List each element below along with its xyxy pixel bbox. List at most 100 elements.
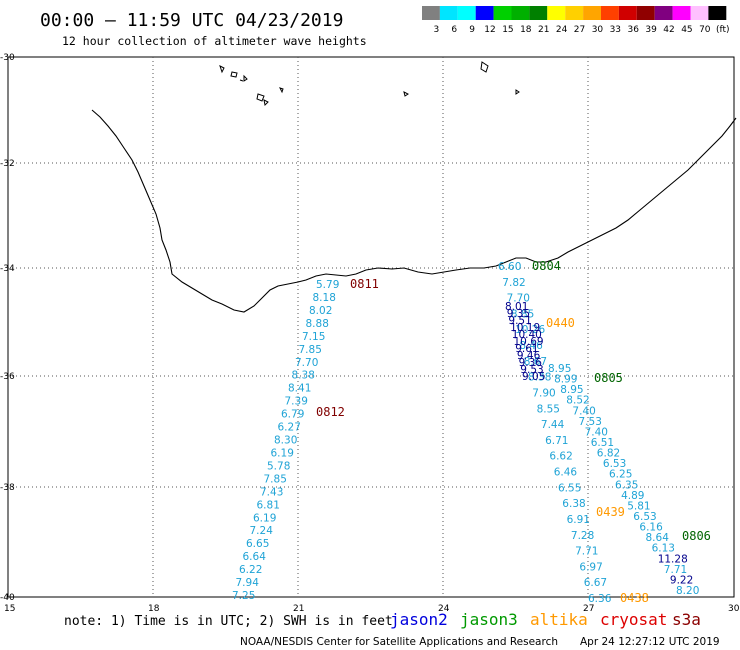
color-scale-swatch xyxy=(565,6,584,20)
track-west-value: 6.19 xyxy=(271,448,294,460)
color-scale-label: 27 xyxy=(574,25,585,35)
lon-label: 24 xyxy=(438,604,450,614)
map-title: 00:00 – 11:59 UTC 04/23/2019 xyxy=(40,10,343,31)
track-c-value: 9.22 xyxy=(670,574,693,586)
lat-label: -32 xyxy=(0,159,15,169)
color-scale-label: 45 xyxy=(681,25,692,35)
track-c-value: 8.20 xyxy=(676,585,699,597)
footer-credit: NOAA/NESDIS Center for Satellite Applica… xyxy=(240,636,558,648)
lon-label: 18 xyxy=(148,604,160,614)
track-west-value: 6.64 xyxy=(243,551,267,563)
track-west-value: 7.24 xyxy=(250,525,274,537)
track-c-value: 7.71 xyxy=(664,564,687,576)
track-west-value: 7.39 xyxy=(285,396,308,408)
track-c-value: 11.28 xyxy=(658,553,688,565)
color-scale-swatch xyxy=(690,6,709,20)
satellite-legend: jason2 jason3 altika cryosat s3a xyxy=(390,610,701,629)
track-c-value: 5.81 xyxy=(627,500,650,512)
track-west-value: 7.94 xyxy=(236,577,260,589)
track-west-value: 8.30 xyxy=(274,435,297,447)
color-scale-label: 42 xyxy=(663,25,674,35)
grid-lines xyxy=(8,57,734,597)
track-c-value: 6.35 xyxy=(615,479,638,491)
track-a-value: 7.71 xyxy=(575,546,598,558)
track-west-value: 8.02 xyxy=(309,305,332,317)
track-a-value: 7.28 xyxy=(571,530,594,542)
track-b-value: 9.05 xyxy=(522,371,545,383)
time-label-0812: 0812 xyxy=(316,405,345,419)
track-a-value: 7.82 xyxy=(502,277,525,289)
track-c-value: 6.53 xyxy=(633,511,656,523)
color-scale-swatch xyxy=(529,6,548,20)
track-west-value: 7.15 xyxy=(302,331,325,343)
color-scale-swatch xyxy=(475,6,494,20)
track-a-value: 8.55 xyxy=(537,403,560,415)
track-c-value: 7.40 xyxy=(585,426,608,438)
track-c-value: 6.51 xyxy=(591,437,614,449)
color-scale-swatch xyxy=(636,6,655,20)
time-label-0811: 0811 xyxy=(350,277,379,291)
color-scale-label: 9 xyxy=(469,25,475,35)
track-a-value: 8.67 xyxy=(524,356,547,368)
track-b-value: 9.53 xyxy=(520,364,543,376)
track-a-value: 6.60 xyxy=(498,261,521,273)
color-scale-label: 70 xyxy=(699,25,711,35)
color-scale-label: 30 xyxy=(592,25,604,35)
track-a-value: 10.26 xyxy=(515,324,545,336)
color-scale-swatch xyxy=(654,6,673,20)
track-b-value: 9.35 xyxy=(507,308,530,320)
color-scale-label: 24 xyxy=(556,25,568,35)
legend-jason3: jason3 xyxy=(460,610,518,629)
color-scale-label: 18 xyxy=(520,25,532,35)
track-west-value: 5.79 xyxy=(316,279,339,291)
legend-cryosat: cryosat xyxy=(600,610,667,629)
track-b-value: 9.36 xyxy=(519,357,543,369)
color-scale-label: 39 xyxy=(645,25,657,35)
track-a-value: 6.55 xyxy=(558,482,581,494)
track-c-value: 6.16 xyxy=(639,522,663,534)
color-scale-swatch xyxy=(618,6,637,20)
lat-label: -30 xyxy=(0,53,15,63)
lon-label: 30 xyxy=(728,604,740,614)
track-west-value: 6.65 xyxy=(246,538,269,550)
color-scale-label: 36 xyxy=(627,25,639,35)
footer-note: note: 1) Time is in UTC; 2) SWH is in fe… xyxy=(64,614,393,629)
color-scale-swatch xyxy=(601,6,619,20)
track-a-value: 7.44 xyxy=(541,419,565,431)
lon-label: 21 xyxy=(293,604,304,614)
color-scale-swatch xyxy=(708,6,727,20)
coastline xyxy=(91,109,737,313)
wave-height-tracks: 5.798.188.028.887.157.857.708.388.417.39… xyxy=(232,261,699,605)
track-west-value: 7.85 xyxy=(264,473,287,485)
color-scale-swatch xyxy=(422,6,440,20)
lat-label: -36 xyxy=(0,372,15,382)
lat-label: -40 xyxy=(0,593,15,603)
legend-s3a: s3a xyxy=(672,610,701,629)
lon-label: 27 xyxy=(583,604,594,614)
track-a-value: 7.90 xyxy=(532,388,555,400)
time-label-0806: 0806 xyxy=(682,529,711,543)
color-scale-label: 15 xyxy=(502,25,513,35)
time-label-0439: 0439 xyxy=(596,505,625,519)
track-c-value: 7.40 xyxy=(572,405,595,417)
track-a-value: 8.46 xyxy=(519,340,543,352)
time-label-0804: 0804 xyxy=(532,259,561,273)
track-west-value: 6.79 xyxy=(281,409,304,421)
track-west-value: 7.85 xyxy=(299,344,322,356)
track-b-value: 9.51 xyxy=(508,315,531,327)
track-c-value: 8.64 xyxy=(646,532,670,544)
track-c-value: 8.95 xyxy=(560,384,583,396)
track-c-value: 6.13 xyxy=(652,543,675,555)
track-c-value: 6.53 xyxy=(603,458,626,470)
track-a-value: 6.71 xyxy=(545,435,568,447)
track-b-value: 9.46 xyxy=(517,350,541,362)
track-west-value: 8.18 xyxy=(313,292,336,304)
footer-timestamp: Apr 24 12:27:12 UTC 2019 xyxy=(580,636,720,648)
track-c-value: 4.89 xyxy=(621,490,644,502)
track-a-value: 6.62 xyxy=(549,451,572,463)
track-west-value: 6.81 xyxy=(257,499,280,511)
color-scale-swatch xyxy=(439,6,458,20)
track-west-value: 5.78 xyxy=(267,460,290,472)
lat-label: -34 xyxy=(0,264,15,274)
